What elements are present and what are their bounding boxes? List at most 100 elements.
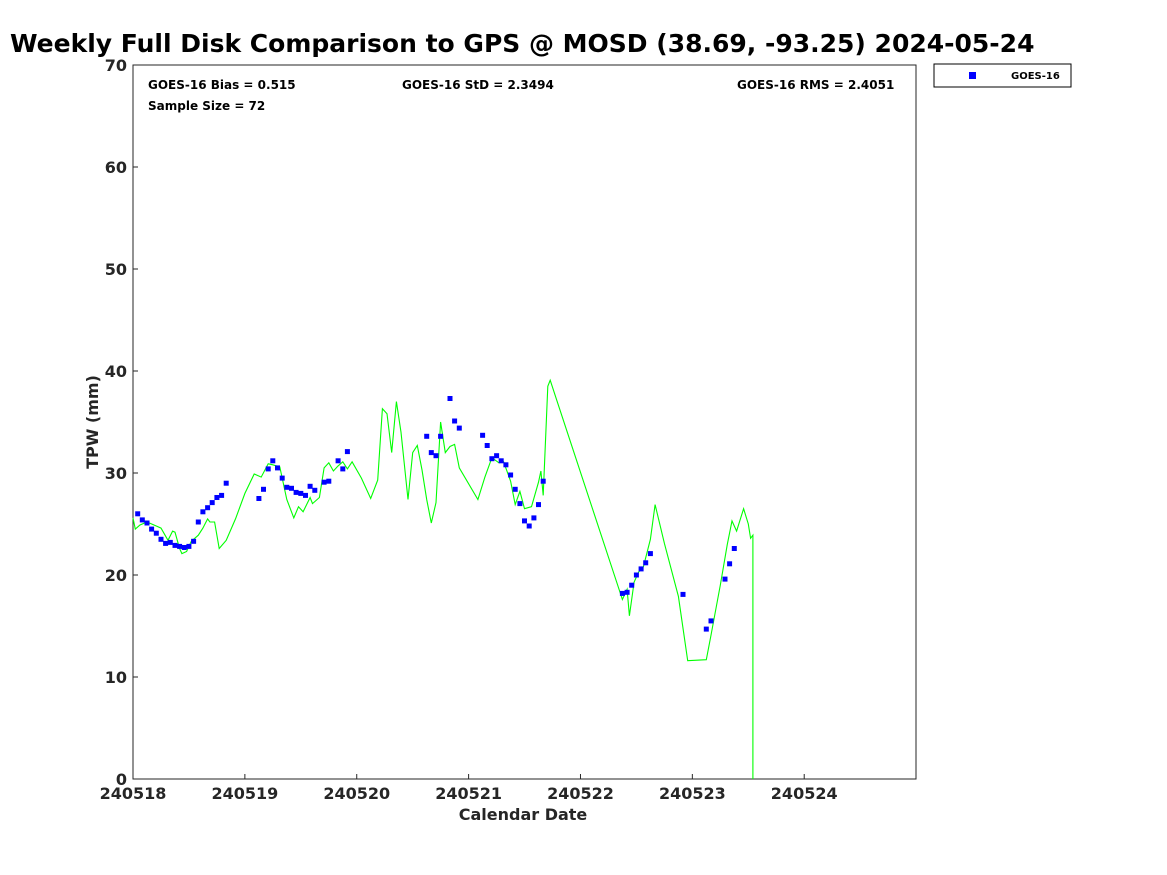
legend-goes-16-label: GOES-16: [1011, 71, 1060, 82]
goes-16-point: [265, 466, 271, 472]
goes-16-point: [643, 560, 649, 566]
goes-16-point: [298, 490, 304, 496]
goes-16-series: [135, 396, 737, 632]
goes-16-point: [522, 518, 527, 524]
sample-size-stat: Sample Size = 72: [148, 99, 265, 113]
goes-16-point: [256, 496, 262, 501]
goes-16-point: [149, 526, 155, 532]
goes-16-point: [424, 433, 430, 439]
goes-16-point: [517, 501, 523, 507]
goes-16-point: [526, 523, 532, 529]
goes-16-point: [480, 432, 486, 438]
x-tick-label: 240523: [659, 784, 726, 803]
legend: GOES-16: [933, 63, 1072, 88]
goes-16-point: [270, 458, 276, 464]
goes-16-point: [163, 540, 169, 546]
goes-16-point: [438, 433, 444, 439]
y-tick-label: 30: [105, 464, 127, 483]
goes-16-point: [512, 486, 518, 492]
y-tick-label: 70: [105, 56, 127, 75]
x-tick-label: 240519: [211, 784, 278, 803]
goes-16-point: [172, 542, 178, 548]
goes-16-point: [703, 626, 709, 632]
y-tick-label: 20: [105, 566, 127, 585]
goes-16-point: [205, 505, 211, 511]
goes-16-point: [191, 538, 197, 544]
x-axis: 240518 240519 240520 240521 240522 240523 2405…: [100, 774, 838, 803]
goes-16-point: [531, 515, 537, 521]
goes-16-point: [181, 545, 187, 550]
legend-goes-16-marker: [969, 72, 976, 79]
goes-16-point: [540, 478, 546, 484]
goes-16-point: [629, 582, 635, 588]
goes-16-point: [731, 546, 737, 551]
goes-16-point: [284, 484, 290, 490]
y-tick-label: 40: [105, 362, 127, 381]
goes-16-point: [261, 486, 266, 492]
goes-16-point: [223, 480, 229, 486]
goes-16-point: [484, 443, 490, 448]
goes-16-point: [619, 590, 625, 596]
goes-16-point: [219, 492, 225, 498]
goes-16-point: [303, 492, 308, 498]
goes-16-point: [494, 453, 500, 459]
x-tick-label: 240522: [547, 784, 614, 803]
y-axis: 0 10 20 30 40 50 60 70: [105, 56, 138, 789]
goes-16-point: [144, 520, 150, 526]
goes-16-point: [489, 456, 495, 462]
goes-16-point: [536, 502, 541, 508]
goes-16-point: [279, 475, 285, 481]
goes-16-point: [214, 495, 220, 500]
goes-16-point: [135, 511, 141, 517]
goes-16-point: [275, 465, 280, 471]
goes-16-point: [340, 466, 346, 472]
goes-16-point: [344, 449, 350, 455]
goes-16-point: [727, 561, 733, 567]
goes-16-point: [428, 450, 434, 456]
goes-16-point: [326, 478, 332, 484]
x-tick-label: 240520: [323, 784, 390, 803]
goes-16-point: [335, 458, 341, 464]
gps-series-line: [132, 378, 754, 779]
goes-16-point: [158, 536, 164, 542]
goes-16-point: [498, 458, 504, 464]
goes-16-point: [153, 530, 159, 536]
goes-16-point: [647, 551, 653, 557]
goes-16-point: [456, 425, 462, 431]
goes-16-point: [638, 566, 644, 572]
bias-stat: GOES-16 Bias = 0.515: [148, 78, 296, 92]
goes-16-point: [624, 589, 630, 595]
goes-16-point: [680, 591, 686, 597]
y-tick-label: 50: [105, 260, 127, 279]
goes-16-point: [209, 500, 215, 506]
x-tick-label: 240524: [771, 784, 838, 803]
goes-16-point: [195, 519, 201, 525]
y-tick-label: 60: [105, 158, 127, 177]
y-axis-label: TPW (mm): [83, 375, 102, 469]
goes-16-point: [289, 485, 294, 491]
goes-16-point: [307, 483, 313, 489]
goes-16-point: [433, 453, 439, 459]
y-tick-label: 10: [105, 668, 127, 687]
goes-16-point: [452, 418, 458, 424]
goes-16-point: [508, 472, 514, 478]
goes-16-point: [722, 576, 728, 582]
goes-16-point: [312, 487, 318, 493]
goes-16-point: [186, 543, 192, 549]
x-tick-label: 240518: [100, 784, 167, 803]
plot-area: [132, 64, 917, 780]
x-tick-label: 240521: [435, 784, 502, 803]
legend-box: [933, 63, 1072, 88]
rms-stat: GOES-16 RMS = 2.4051: [737, 78, 894, 92]
std-stat: GOES-16 StD = 2.3494: [402, 78, 554, 92]
goes-16-point: [447, 396, 453, 401]
goes-16-point: [633, 572, 639, 578]
goes-16-point: [708, 618, 714, 624]
goes-16-point: [200, 509, 206, 515]
goes-16-point: [139, 517, 145, 523]
x-axis-label: Calendar Date: [459, 805, 588, 824]
goes-16-point: [177, 543, 183, 549]
y-tick-label: 0: [116, 770, 127, 789]
goes-16-point: [321, 479, 327, 485]
